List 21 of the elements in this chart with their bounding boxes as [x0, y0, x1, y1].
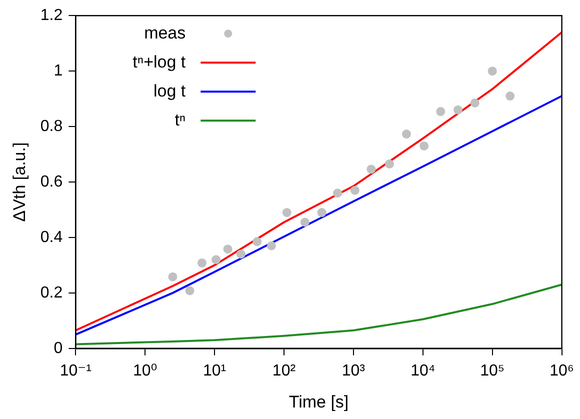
x-tick-label: 10⁰	[132, 362, 158, 380]
legend-label: tⁿ+log t	[132, 52, 186, 72]
x-tick-label: 10²	[272, 362, 296, 380]
x-tick-label: 10⁻¹	[60, 362, 92, 380]
y-tick-label: 0	[54, 340, 63, 357]
y-tick-label: 0.6	[40, 173, 63, 190]
x-tick-label: 10⁴	[410, 362, 436, 380]
y-tick-label: 0.2	[40, 284, 63, 302]
legend-label: tⁿ	[174, 110, 186, 130]
y-tick-label: 1	[54, 62, 63, 80]
y-tick-label: 0.4	[40, 228, 63, 246]
x-tick-label: 10¹	[202, 362, 226, 380]
legend-label: log t	[154, 81, 186, 100]
y-tick-label: 1.2	[40, 7, 63, 24]
x-tick-label: 10⁵	[480, 362, 505, 380]
x-axis-title: Time [s]	[288, 392, 349, 412]
x-tick-label: 10⁶	[550, 362, 574, 380]
x-tick-label: 10³	[342, 362, 366, 380]
y-axis-title: ΔVth [a.u.]	[10, 142, 29, 222]
y-tick-label: 0.8	[40, 118, 63, 135]
legend-label: meas	[144, 23, 186, 42]
